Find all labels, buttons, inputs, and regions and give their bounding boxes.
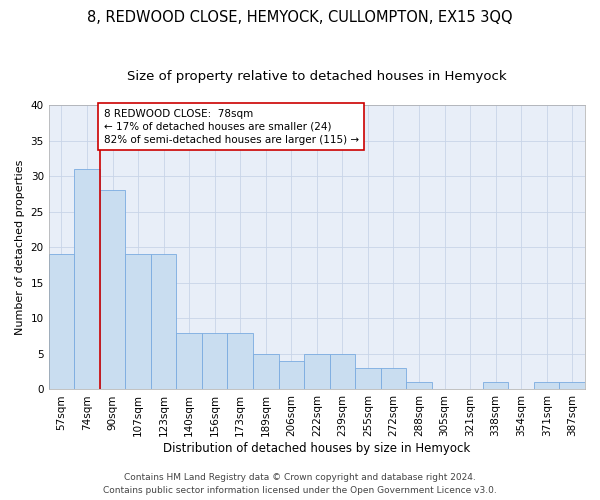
Title: Size of property relative to detached houses in Hemyock: Size of property relative to detached ho…: [127, 70, 506, 83]
Bar: [176, 332, 202, 390]
Bar: [100, 190, 125, 390]
Bar: [483, 382, 508, 390]
Text: 8, REDWOOD CLOSE, HEMYOCK, CULLOMPTON, EX15 3QQ: 8, REDWOOD CLOSE, HEMYOCK, CULLOMPTON, E…: [87, 10, 513, 25]
Bar: [329, 354, 355, 390]
Bar: [227, 332, 253, 390]
X-axis label: Distribution of detached houses by size in Hemyock: Distribution of detached houses by size …: [163, 442, 470, 455]
Bar: [406, 382, 432, 390]
Bar: [278, 361, 304, 390]
Bar: [380, 368, 406, 390]
Bar: [253, 354, 278, 390]
Bar: [304, 354, 329, 390]
Text: 8 REDWOOD CLOSE:  78sqm
← 17% of detached houses are smaller (24)
82% of semi-de: 8 REDWOOD CLOSE: 78sqm ← 17% of detached…: [104, 108, 359, 145]
Bar: [125, 254, 151, 390]
Text: Contains HM Land Registry data © Crown copyright and database right 2024.
Contai: Contains HM Land Registry data © Crown c…: [103, 474, 497, 495]
Bar: [534, 382, 559, 390]
Bar: [151, 254, 176, 390]
Bar: [355, 368, 380, 390]
Y-axis label: Number of detached properties: Number of detached properties: [15, 160, 25, 335]
Bar: [202, 332, 227, 390]
Bar: [49, 254, 74, 390]
Bar: [559, 382, 585, 390]
Bar: [74, 169, 100, 390]
